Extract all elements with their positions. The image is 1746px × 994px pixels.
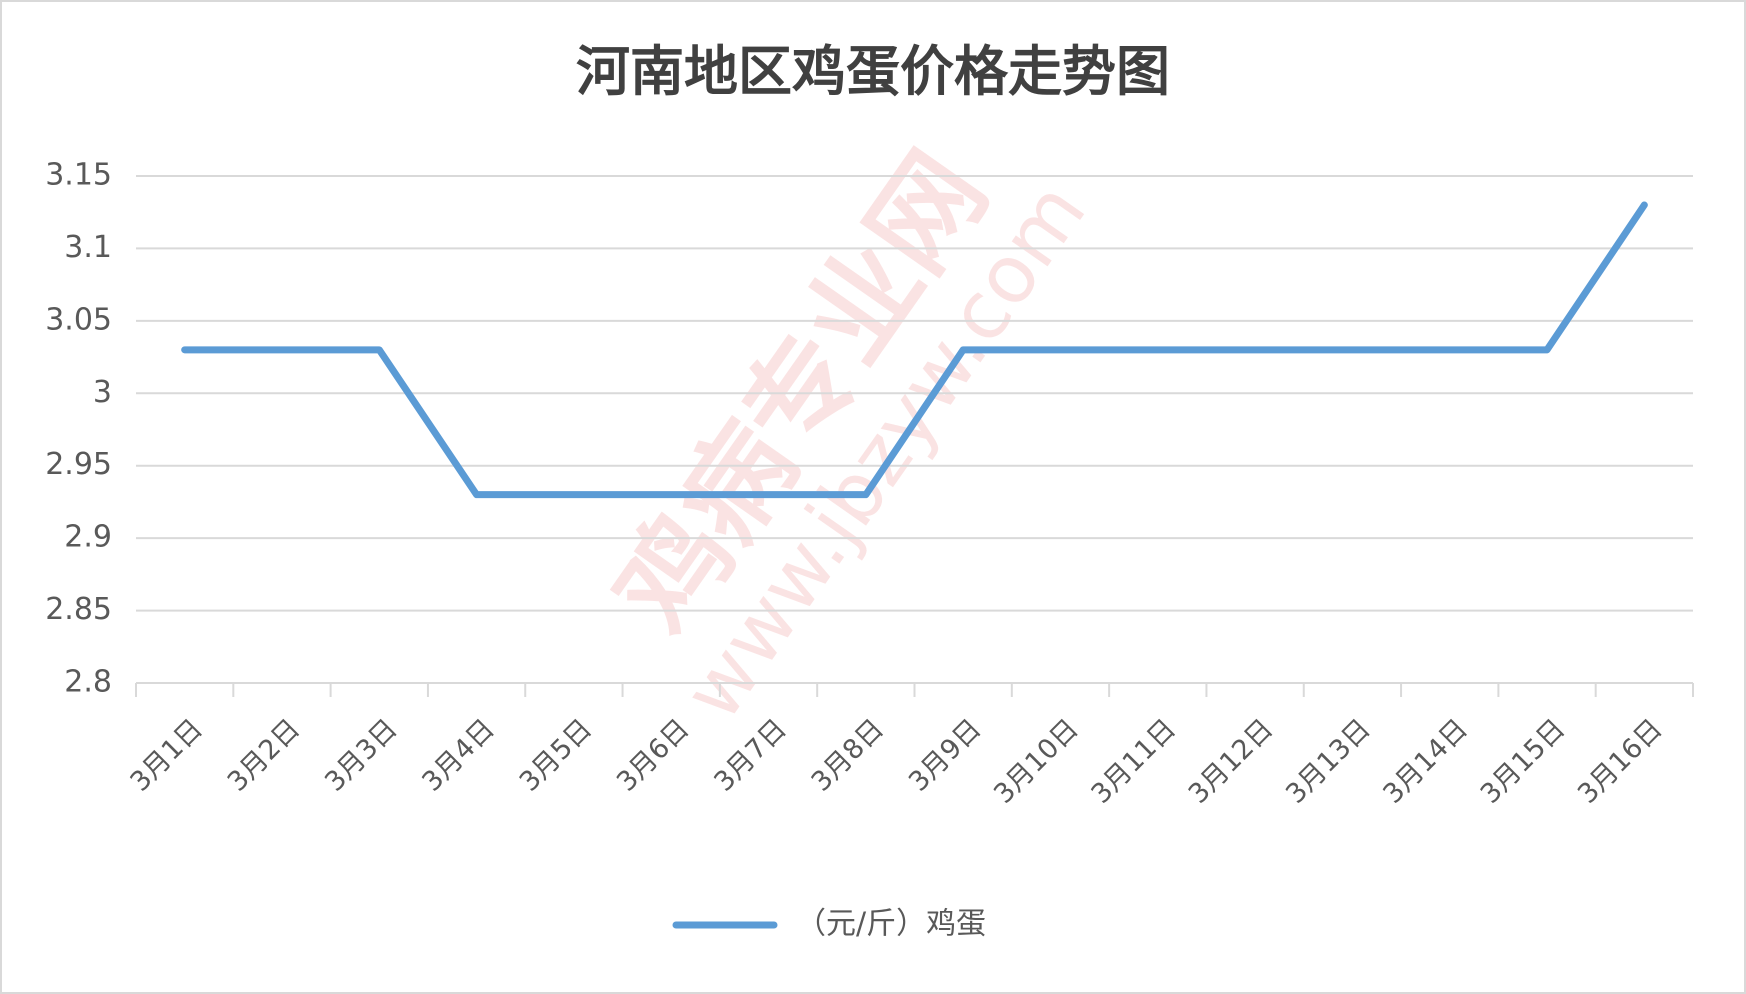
y-tick-label: 2.9 bbox=[64, 520, 112, 555]
chart-title: 河南地区鸡蛋价格走势图 bbox=[576, 39, 1170, 103]
y-tick-label: 2.8 bbox=[64, 665, 112, 700]
y-tick-label: 3.05 bbox=[45, 302, 112, 337]
y-tick-label: 2.85 bbox=[45, 592, 112, 627]
legend-label: （元/斤）鸡蛋 bbox=[796, 907, 986, 942]
y-tick-label: 3.1 bbox=[64, 230, 112, 265]
y-tick-label: 3.15 bbox=[45, 158, 112, 193]
y-tick-label: 2.95 bbox=[45, 447, 112, 482]
data-line bbox=[181, 201, 1648, 499]
y-tick-label: 3 bbox=[93, 375, 112, 410]
